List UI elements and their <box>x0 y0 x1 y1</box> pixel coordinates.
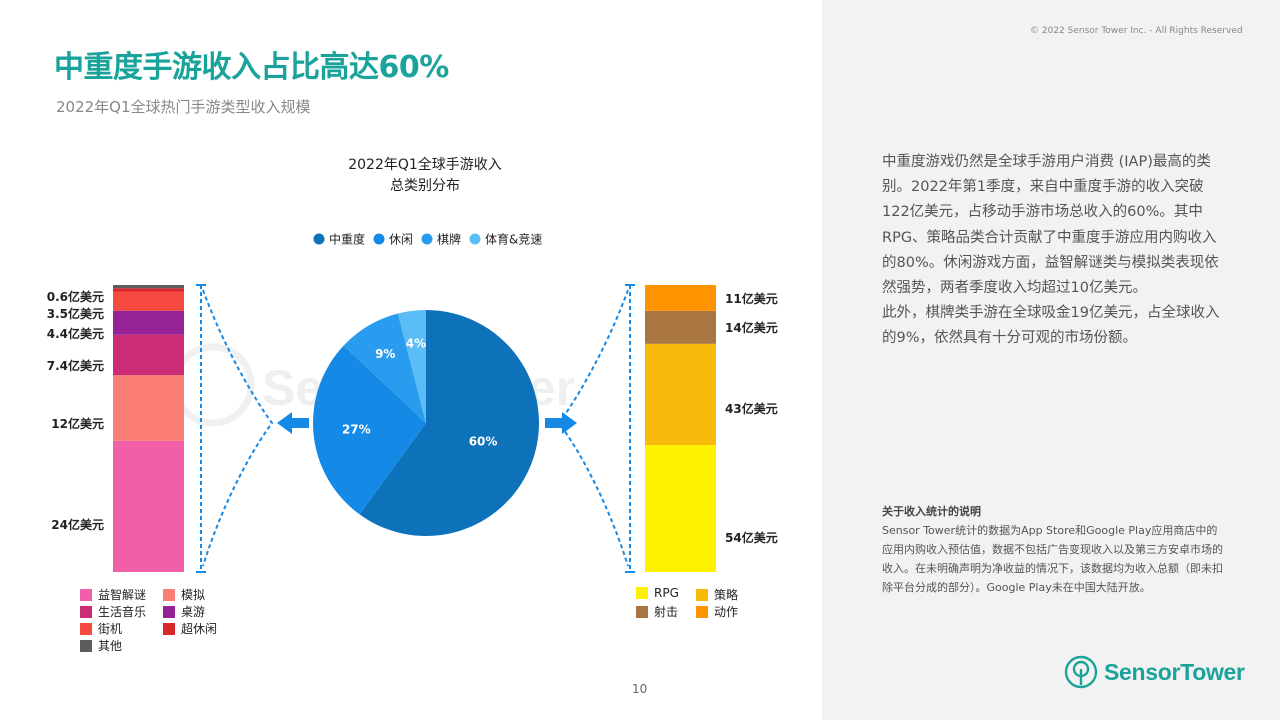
pie-legend-label-2: 棋牌 <box>437 233 461 247</box>
casual-legend-swatch-5 <box>163 622 175 635</box>
body-paragraph-1: 中重度游戏仍然是全球手游用户消费 (IAP)最高的类别。2022年第1季度，来自… <box>882 154 1219 297</box>
casual-legend-label-6: 其他 <box>98 639 123 653</box>
midcore-bar-label-2: 14亿美元 <box>725 320 778 335</box>
bar-connectors <box>196 284 635 573</box>
midcore-legend-swatch-2 <box>636 605 648 618</box>
midcore-legend-item-3: 动作 <box>696 603 738 620</box>
page-subtitle: 2022年Q1全球热门手游类型收入规模 <box>56 98 311 116</box>
casual-legend-label-5: 超休闲 <box>181 622 218 636</box>
midcore-legend-item-1: 策略 <box>696 586 738 603</box>
casual-bar-segment-6 <box>113 285 184 289</box>
midcore-bar-segment-1 <box>645 343 716 445</box>
casual-bar-segment-4 <box>113 291 184 311</box>
note-title: 关于收入统计的说明 <box>882 505 981 518</box>
casual-bar-segment-3 <box>113 310 184 335</box>
pie-slice-0 <box>359 310 539 536</box>
casual-bar-label-5: 0.6亿美元 <box>47 289 104 304</box>
pie-slice-1 <box>312 345 426 515</box>
midcore-bar-label-3: 11亿美元 <box>725 291 778 306</box>
casual-bar-label-1: 12亿美元 <box>51 416 104 431</box>
midcore-legend-item-0: RPG <box>636 586 679 600</box>
pie-legend-label-1: 休闲 <box>389 233 413 247</box>
pie-title-line2: 总类别分布 <box>390 178 460 194</box>
sensor-tower-logo: SensorTower <box>1064 655 1245 689</box>
body-text: 中重度游戏仍然是全球手游用户消费 (IAP)最高的类别。2022年第1季度，来自… <box>882 150 1222 352</box>
pie-slice-label-2: 9% <box>375 347 395 361</box>
midcore-bar-segment-3 <box>645 285 716 311</box>
logo-text: SensorTower <box>1104 658 1245 685</box>
pie-slice-label-1: 27% <box>342 423 371 437</box>
sensor-tower-logo-icon <box>1064 655 1098 689</box>
casual-legend-item-0: 益智解谜 <box>80 586 146 603</box>
midcore-legend-item-2: 射击 <box>636 603 678 620</box>
midcore-bar-segment-0 <box>645 444 716 572</box>
page-number: 10 <box>632 682 648 696</box>
midcore-legend-label-2: 射击 <box>654 605 679 619</box>
casual-bar-label-0: 24亿美元 <box>51 517 104 532</box>
right-panel <box>822 0 1280 720</box>
casual-bar-segment-0 <box>113 440 184 572</box>
right-arrow-icon <box>545 412 577 434</box>
casual-legend-swatch-4 <box>80 622 92 635</box>
pie-slice-label-3: 4% <box>406 337 426 351</box>
casual-bar-label-2: 7.4亿美元 <box>47 358 104 373</box>
casual-legend-item-3: 桌游 <box>163 603 205 620</box>
casual-bar-segment-2 <box>113 334 184 376</box>
pie-legend-marker-1 <box>373 233 385 245</box>
pie-legend-label-3: 体育&竞速 <box>485 232 542 247</box>
pie-slice-3 <box>397 310 426 423</box>
pie-chart-title: 2022年Q1全球手游收入 总类别分布 <box>310 155 540 197</box>
casual-legend-item-2: 生活音乐 <box>80 603 146 620</box>
midcore-bar-label-1: 43亿美元 <box>725 401 778 416</box>
casual-legend-swatch-3 <box>163 605 175 618</box>
pie-legend-marker-0 <box>313 233 325 245</box>
casual-bar-segment-5 <box>113 288 184 292</box>
pie-chart: 60% 27% 9% 4% <box>312 310 539 536</box>
casual-bar-segment-1 <box>113 375 184 441</box>
casual-stacked-bar: 24亿美元 12亿美元 7.4亿美元 4.4亿美元 3.5亿美元 0.6亿美元 <box>47 285 184 572</box>
pie-slice-label-0: 60% <box>469 435 498 449</box>
pie-legend: 中重度 休闲 棋牌 体育&竞速 <box>313 232 542 247</box>
casual-legend-label-3: 桌游 <box>181 605 206 619</box>
midcore-legend-label-1: 策略 <box>714 588 739 602</box>
casual-legend-label-2: 生活音乐 <box>98 605 147 619</box>
casual-bar-label-4: 3.5亿美元 <box>47 306 104 321</box>
midcore-legend-swatch-3 <box>696 605 708 618</box>
casual-legend-item-5: 超休闲 <box>163 620 217 637</box>
note-text: Sensor Tower统计的数据为App Store和Google Play应… <box>882 524 1223 594</box>
left-funnel-curve <box>202 289 274 567</box>
pie-slice-2 <box>343 313 426 423</box>
pie-legend-label-0: 中重度 <box>329 232 365 247</box>
casual-legend-item-4: 街机 <box>80 620 122 637</box>
casual-legend-swatch-0 <box>80 588 92 601</box>
casual-legend-swatch-6 <box>80 639 92 652</box>
casual-legend-swatch-1 <box>163 588 175 601</box>
casual-legend-label-4: 街机 <box>98 622 123 636</box>
midcore-legend-label-0: RPG <box>654 586 679 600</box>
casual-bar-label-3: 4.4亿美元 <box>47 326 104 341</box>
pie-legend-marker-2 <box>421 233 433 245</box>
copyright-text: © 2022 Sensor Tower Inc. - All Rights Re… <box>1030 26 1243 36</box>
casual-legend-item-6: 其他 <box>80 637 122 654</box>
page-title: 中重度手游收入占比高达60% <box>54 50 449 85</box>
midcore-bar-segment-2 <box>645 310 716 344</box>
left-arrow-icon <box>277 412 309 434</box>
midcore-legend-label-3: 动作 <box>714 605 739 619</box>
midcore-legend-swatch-0 <box>636 587 648 599</box>
casual-legend-label-0: 益智解谜 <box>98 588 147 602</box>
midcore-bar-label-0: 54亿美元 <box>725 530 778 545</box>
midcore-stacked-bar: 54亿美元 43亿美元 14亿美元 11亿美元 <box>645 285 778 572</box>
pie-legend-marker-3 <box>469 233 481 245</box>
midcore-legend-swatch-1 <box>696 588 708 601</box>
casual-legend-item-1: 模拟 <box>163 586 205 603</box>
casual-legend-label-1: 模拟 <box>181 588 206 602</box>
body-paragraph-2: 此外，棋牌类手游在全球吸金19亿美元，占全球收入的9%，依然具有十分可观的市场份… <box>882 305 1220 347</box>
casual-legend-swatch-2 <box>80 605 92 618</box>
pie-title-line1: 2022年Q1全球手游收入 <box>348 157 502 173</box>
